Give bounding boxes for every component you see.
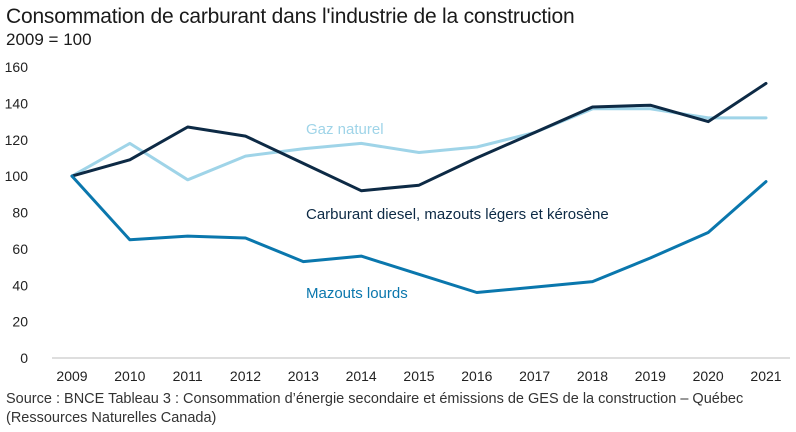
x-tick-label: 2020 (693, 368, 724, 384)
x-axis: 2009 2010 2011 2012 2013 2014 2015 2016 2017 2018… (56, 368, 781, 384)
chart-subtitle: 2009 = 100 (6, 30, 92, 49)
source-line-2: (Ressources Naturelles Canada) (6, 410, 217, 426)
y-tick-label: 100 (5, 168, 29, 184)
y-tick-label: 20 (12, 314, 28, 330)
series-labels: Gaz naturel Carburant diesel, mazouts lég… (306, 121, 609, 302)
x-tick-label: 2012 (230, 368, 261, 384)
y-tick-label: 120 (5, 132, 29, 148)
x-tick-label: 2019 (635, 368, 666, 384)
series-label-mazouts-lourds: Mazouts lourds (306, 285, 408, 302)
x-tick-label: 2010 (114, 368, 145, 384)
y-axis: 0 20 40 60 80 100 120 140 160 (5, 59, 29, 366)
source-note: Source : BNCE Tableau 3 : Consommation d… (6, 390, 743, 428)
series-label-gaz-naturel: Gaz naturel (306, 121, 384, 138)
series-line-carburant-diesel (70, 81, 768, 193)
series-line-mazouts-lourds (70, 174, 768, 294)
x-tick-label: 2014 (346, 368, 377, 384)
x-tick-label: 2021 (750, 368, 781, 384)
series-line-gaz-naturel (70, 107, 768, 182)
x-tick-label: 2016 (461, 368, 492, 384)
chart-title: Consommation de carburant dans l'industr… (6, 5, 575, 28)
x-tick-label: 2009 (56, 368, 87, 384)
x-tick-label: 2017 (519, 368, 550, 384)
series-label-carburant-diesel: Carburant diesel, mazouts légers et kéro… (306, 206, 609, 223)
x-tick-label: 2011 (173, 368, 203, 384)
source-line-1: Source : BNCE Tableau 3 : Consommation d… (6, 391, 744, 407)
x-tick-label: 2018 (577, 368, 608, 384)
y-tick-label: 80 (12, 205, 28, 221)
y-tick-label: 60 (12, 241, 28, 257)
x-tick-label: 2013 (288, 368, 319, 384)
y-tick-label: 40 (12, 277, 28, 293)
y-tick-label: 160 (5, 59, 29, 75)
y-tick-label: 140 (5, 95, 29, 111)
series-group (70, 81, 768, 294)
y-tick-label: 0 (20, 350, 28, 366)
x-tick-label: 2015 (403, 368, 434, 384)
